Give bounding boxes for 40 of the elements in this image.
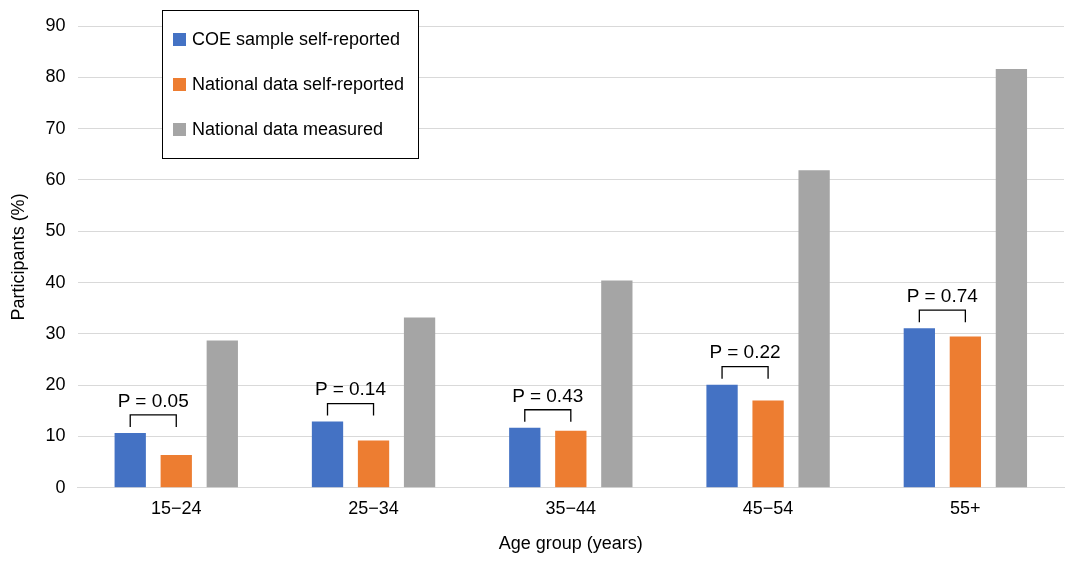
bar <box>949 336 982 488</box>
annotation: P = 0.05 <box>117 389 189 411</box>
x-tick-label: 25−34 <box>348 497 399 518</box>
bar <box>206 340 238 488</box>
bar <box>114 432 146 488</box>
y-tick-label: 0 <box>55 476 66 497</box>
y-tick-label: 40 <box>45 271 66 292</box>
bar <box>752 400 784 488</box>
legend-label: COE sample self-reported <box>192 29 401 50</box>
bar <box>160 454 192 488</box>
y-tick-label: 90 <box>45 14 66 35</box>
legend-label: National data self-reported <box>192 74 405 95</box>
y-tick-label: 60 <box>45 168 66 189</box>
bar <box>798 170 830 488</box>
bar <box>995 69 1028 488</box>
x-tick-label: 55+ <box>950 497 981 518</box>
y-tick-label: 80 <box>45 66 66 87</box>
bar <box>403 317 436 488</box>
x-tick-label: 35−44 <box>545 497 597 518</box>
bar <box>555 430 587 488</box>
bar <box>903 328 935 488</box>
y-tick-label: 70 <box>45 117 66 138</box>
bar <box>509 427 541 488</box>
bar <box>311 421 344 488</box>
bar <box>706 384 738 488</box>
annotation: P = 0.74 <box>906 284 979 306</box>
bar <box>601 280 633 488</box>
legend-label: National data measured <box>192 119 384 140</box>
x-tick-label: 45−54 <box>742 497 794 518</box>
annotation: P = 0.22 <box>709 341 781 363</box>
y-tick-label: 50 <box>45 220 66 241</box>
annotation: P = 0.43 <box>512 384 584 406</box>
y-tick-label: 20 <box>45 374 66 395</box>
y-tick-label: 10 <box>45 425 66 446</box>
y-tick-label: 30 <box>45 322 66 343</box>
x-tick-label: 15−24 <box>150 497 202 518</box>
y-axis-title: Participants (%) <box>7 193 28 321</box>
x-axis-title: Age group (years) <box>498 533 643 554</box>
annotation: P = 0.14 <box>315 378 387 400</box>
bar <box>357 440 390 488</box>
